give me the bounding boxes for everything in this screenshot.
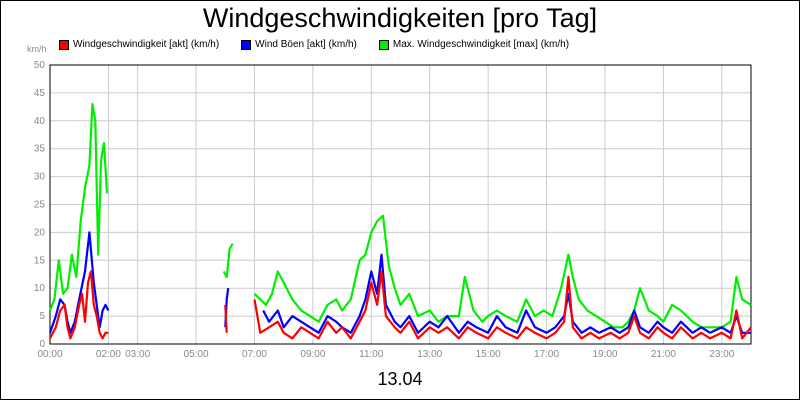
x-tick-label: 15:00 <box>476 349 501 360</box>
y-tick-label: 30 <box>34 172 46 183</box>
legend-swatch-gust <box>241 39 252 50</box>
series-line-2 <box>222 243 234 279</box>
plot-border <box>49 64 752 345</box>
y-axis-unit: km/h <box>27 44 47 54</box>
legend-label-max: Max. Windgeschwindigkeit [max] (km/h) <box>392 39 570 50</box>
x-tick-label: 00:00 <box>37 349 62 360</box>
x-tick-label: 05:00 <box>184 349 209 360</box>
x-tick-label: 21:00 <box>651 349 676 360</box>
x-tick-label: 03:00 <box>125 349 150 360</box>
y-tick-label: 45 <box>34 88 46 99</box>
y-tick-label: 15 <box>34 255 46 266</box>
y-tick-label: 25 <box>34 200 46 211</box>
legend-swatch-max <box>378 39 389 50</box>
series-line-1 <box>48 231 110 334</box>
x-tick-label: 07:00 <box>242 349 267 360</box>
x-tick-label: 09:00 <box>300 349 325 360</box>
x-tick-label: 17:00 <box>534 349 559 360</box>
y-tick-label: 10 <box>34 283 46 294</box>
legend-entry-gust: Wind Böen [akt] (km/h) <box>241 39 357 50</box>
legend-label-avg: Windgeschwindigkeit [akt] (km/h) <box>73 39 220 50</box>
y-tick-label: 40 <box>34 116 46 127</box>
y-tick-label: 50 <box>34 60 46 71</box>
series-line-1 <box>262 253 751 334</box>
x-tick-label: 11:00 <box>359 349 384 360</box>
y-tick-label: 35 <box>34 144 46 155</box>
x-tick-label: 13:00 <box>417 349 442 360</box>
chart-date-label: 13.04 <box>377 369 423 389</box>
y-tick-label: 0 <box>39 339 45 350</box>
legend-swatch-avg <box>59 39 69 50</box>
series-line-0 <box>224 304 228 333</box>
chart-title: Windgeschwindigkeiten [pro Tag] <box>202 3 598 33</box>
y-tick-label: 20 <box>34 227 46 238</box>
x-tick-label: 02:00 <box>96 349 121 360</box>
y-tick-label: 5 <box>39 311 45 322</box>
legend: Windgeschwindigkeit [akt] (km/h) Wind Bö… <box>59 39 569 50</box>
series-line-0 <box>253 270 752 340</box>
series-line-2 <box>253 214 752 329</box>
series-line-2 <box>48 102 109 311</box>
legend-entry-max: Max. Windgeschwindigkeit [max] (km/h) <box>378 39 570 50</box>
legend-label-gust: Wind Böen [akt] (km/h) <box>255 39 357 50</box>
series-line-0 <box>49 270 109 340</box>
x-tick-label: 19:00 <box>592 349 617 360</box>
legend-entry-avg: Windgeschwindigkeit [akt] (km/h) <box>59 39 219 50</box>
x-tick-label: 23:00 <box>709 349 734 360</box>
